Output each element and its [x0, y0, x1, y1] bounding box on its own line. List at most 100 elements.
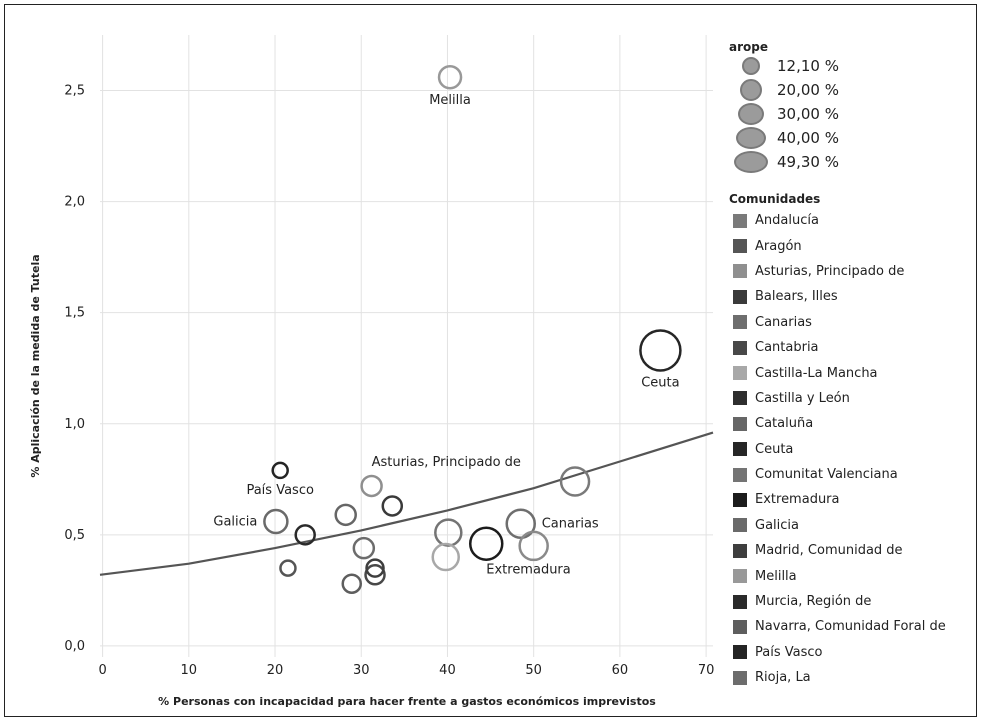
data-point [431, 542, 460, 572]
color-legend-item[interactable]: Madrid, Comunidad de [729, 538, 979, 563]
color-legend-label: Galicia [755, 517, 799, 533]
trend-line [99, 431, 714, 576]
color-legend-item[interactable]: Murcia, Región de [729, 589, 979, 614]
size-legend-glyph [729, 79, 773, 101]
data-point [341, 573, 363, 594]
color-legend-label: Cataluña [755, 416, 814, 432]
color-legend-item[interactable]: Aragón [729, 233, 979, 258]
data-point [271, 461, 289, 480]
bubble-icon [736, 127, 766, 149]
bubble-icon [738, 103, 764, 125]
color-swatch [733, 543, 747, 558]
color-legend-item[interactable]: Extremadura [729, 487, 979, 512]
data-label: Ceuta [641, 375, 679, 390]
size-legend-label: 12,10 % [777, 57, 839, 75]
color-legend-label: Castilla-La Mancha [755, 365, 878, 381]
size-legend-glyph [729, 57, 773, 75]
data-point [334, 503, 357, 527]
data-label: Galicia [213, 514, 257, 529]
size-legend-item: 20,00 % [729, 78, 979, 102]
color-legend-item[interactable]: Canarias [729, 310, 979, 335]
color-legend-item[interactable]: Andalucía [729, 208, 979, 233]
size-legend-item: 12,10 % [729, 54, 979, 78]
x-tick-label: 70 [698, 663, 715, 678]
color-legend-item[interactable]: Cantabria [729, 335, 979, 360]
color-legend-item[interactable]: Castilla y León [729, 386, 979, 411]
chart-frame: 0 10 20 30 40 50 60 70 0,0 0,5 1,0 1,5 2,0 2,5 % Perso… [4, 4, 977, 717]
color-swatch [733, 492, 747, 507]
size-legend-title: arope [729, 40, 768, 54]
data-point [469, 526, 504, 561]
color-legend-item[interactable]: Ceuta [729, 437, 979, 462]
size-legend-item: 30,00 % [729, 102, 979, 126]
y-tick-label: 0,5 [64, 528, 85, 543]
scatter-chart: 0 10 20 30 40 50 60 70 0,0 0,5 1,0 1,5 2,0 2,5 % Perso… [29, 35, 715, 708]
size-legend-glyph [729, 127, 773, 149]
color-legend-label: Cantabria [755, 340, 819, 356]
data-label: País Vasco [246, 483, 314, 498]
color-swatch [733, 289, 747, 304]
color-legend-item[interactable]: Rioja, La [729, 665, 979, 690]
y-tick-label: 2,5 [64, 84, 85, 99]
color-legend-title: Comunidades [729, 192, 821, 206]
color-legend-item[interactable]: Asturias, Principado de [729, 259, 979, 284]
color-legend-item[interactable]: Galicia [729, 513, 979, 538]
color-swatch [733, 391, 747, 406]
color-legend-item[interactable]: Balears, Illes [729, 284, 979, 309]
y-tick-label: 2,0 [64, 195, 85, 210]
color-legend-item[interactable]: Melilla [729, 563, 979, 588]
data-point [352, 536, 376, 560]
legend: arope 12,10 % 20,00 % 30,00 % 40,00 % 49,30 … [729, 40, 979, 690]
bubble-icon [742, 57, 760, 75]
y-tick-label: 0,0 [64, 639, 85, 654]
y-tick-label: 1,0 [64, 417, 85, 432]
data-point [434, 518, 463, 547]
data-point [360, 474, 383, 498]
data-point [518, 530, 549, 562]
bubble-icon [734, 151, 768, 173]
data-point [505, 508, 536, 539]
color-swatch [733, 264, 747, 279]
color-legend-item[interactable]: País Vasco [729, 640, 979, 665]
color-swatch [733, 213, 747, 228]
color-legend-item[interactable]: Cataluña [729, 411, 979, 436]
color-legend-item[interactable]: Castilla-La Mancha [729, 360, 979, 385]
color-swatch [733, 594, 747, 609]
color-swatch [733, 442, 747, 457]
color-swatch [733, 315, 747, 330]
size-legend-label: 20,00 % [777, 81, 839, 99]
data-point [279, 559, 297, 577]
color-legend: Andalucía Aragón Asturias, Principado de Ba… [729, 208, 979, 690]
data-point [263, 508, 289, 535]
size-legend-glyph [729, 151, 773, 173]
color-swatch [733, 239, 747, 254]
size-legend-item: 49,30 % [729, 150, 979, 174]
size-legend-label: 49,30 % [777, 153, 839, 171]
color-legend-label: Castilla y León [755, 390, 850, 406]
data-point [559, 466, 591, 497]
size-legend: 12,10 % 20,00 % 30,00 % 40,00 % 49,30 % [729, 54, 979, 174]
color-legend-item[interactable]: Comunitat Valenciana [729, 462, 979, 487]
color-legend-label: Extremadura [755, 492, 840, 508]
color-legend-label: Melilla [755, 568, 797, 584]
color-legend-label: País Vasco [755, 644, 823, 660]
color-legend-label: Murcia, Región de [755, 594, 872, 610]
data-label: Canarias [542, 517, 599, 532]
x-tick-label: 0 [98, 663, 106, 678]
size-legend-label: 30,00 % [777, 105, 839, 123]
y-axis-title: % Aplicación de la medida de Tutela [29, 254, 42, 477]
color-legend-label: Madrid, Comunidad de [755, 543, 903, 559]
color-legend-label: Canarias [755, 314, 812, 330]
color-swatch [733, 340, 747, 355]
color-legend-label: Comunitat Valenciana [755, 467, 898, 483]
color-legend-label: Ceuta [755, 441, 794, 457]
color-swatch [733, 670, 747, 685]
x-tick-label: 10 [181, 663, 198, 678]
x-tick-label: 30 [353, 663, 370, 678]
color-swatch [733, 569, 747, 584]
color-swatch [733, 467, 747, 482]
y-tick-label: 1,5 [64, 306, 85, 321]
color-legend-item[interactable]: Navarra, Comunidad Foral de [729, 614, 979, 639]
data-point [365, 558, 385, 578]
color-swatch [733, 416, 747, 431]
